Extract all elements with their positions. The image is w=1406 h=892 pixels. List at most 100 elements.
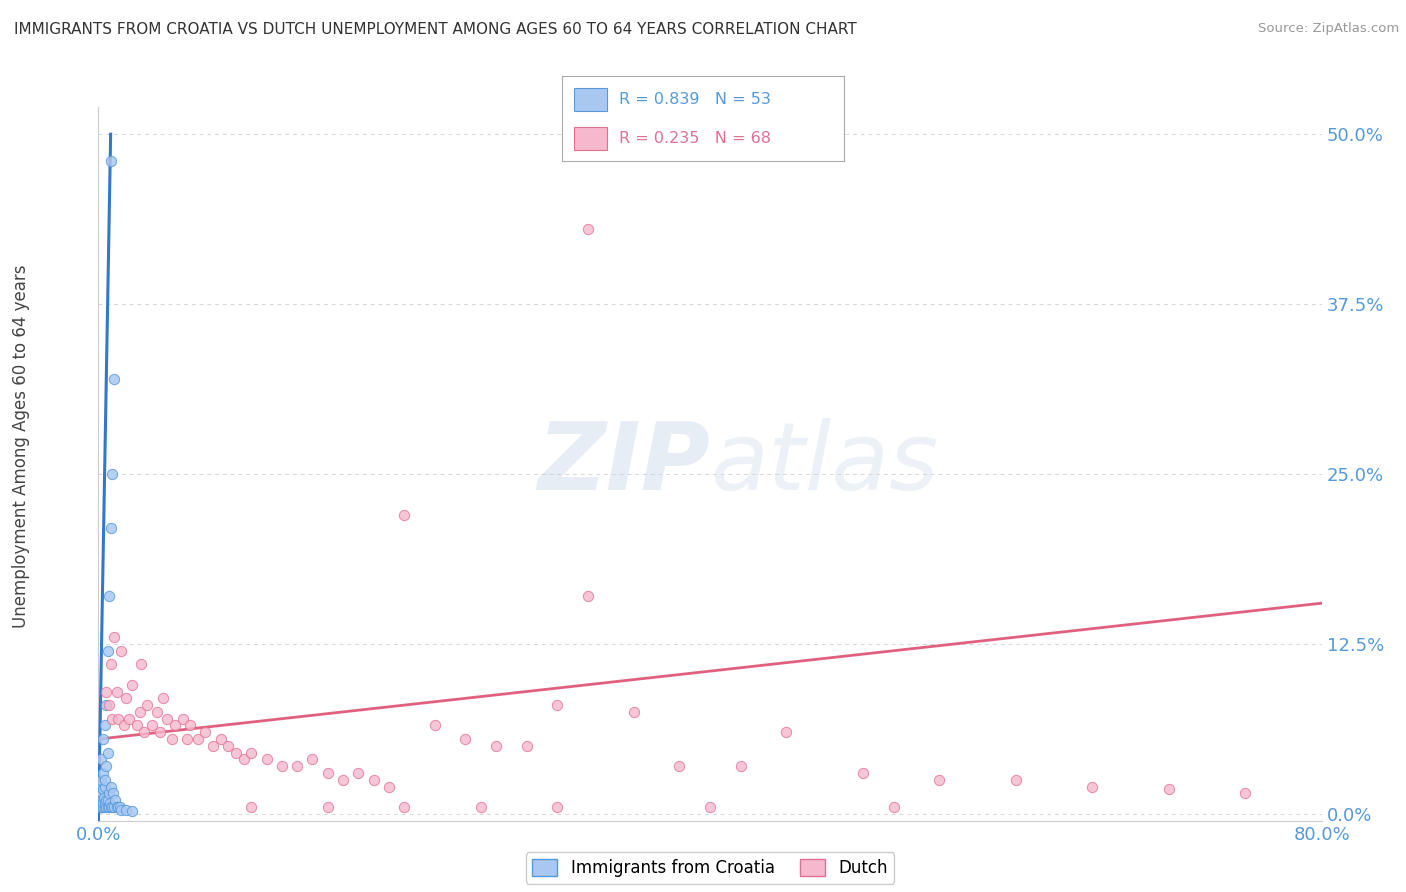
- Point: [121, 678, 143, 692]
- Text: R = 0.839   N = 53: R = 0.839 N = 53: [619, 92, 770, 107]
- Point: [90, 772, 112, 787]
- Point: [470, 800, 492, 814]
- Point: [97, 746, 120, 760]
- Point: [775, 725, 797, 739]
- Point: [115, 691, 138, 706]
- Point: [129, 657, 152, 672]
- Point: [108, 800, 131, 814]
- Point: [316, 800, 339, 814]
- Point: [883, 800, 905, 814]
- Point: [121, 804, 143, 818]
- Point: [89, 780, 111, 794]
- Point: [576, 590, 599, 604]
- Point: [160, 732, 183, 747]
- Point: [94, 800, 117, 814]
- Point: [97, 793, 120, 807]
- Point: [112, 718, 135, 732]
- Point: [91, 796, 114, 810]
- Point: [136, 698, 159, 712]
- Point: [90, 780, 112, 794]
- Point: [928, 772, 950, 787]
- Legend: Immigrants from Croatia, Dutch: Immigrants from Croatia, Dutch: [526, 852, 894, 884]
- Point: [454, 732, 477, 747]
- Point: [156, 712, 179, 726]
- Point: [516, 739, 538, 753]
- Point: [378, 780, 401, 794]
- Text: IMMIGRANTS FROM CROATIA VS DUTCH UNEMPLOYMENT AMONG AGES 60 TO 64 YEARS CORRELAT: IMMIGRANTS FROM CROATIA VS DUTCH UNEMPLO…: [14, 22, 856, 37]
- Point: [202, 739, 225, 753]
- Point: [392, 800, 416, 814]
- Point: [101, 712, 124, 726]
- Point: [98, 698, 121, 712]
- Point: [176, 732, 198, 747]
- Point: [91, 800, 114, 814]
- Point: [668, 759, 690, 773]
- Point: [1234, 787, 1257, 801]
- Point: [194, 725, 217, 739]
- Point: [392, 508, 416, 522]
- Point: [105, 800, 128, 814]
- Point: [125, 718, 148, 732]
- Point: [546, 698, 568, 712]
- Point: [100, 657, 122, 672]
- Point: [256, 752, 278, 766]
- Point: [363, 772, 385, 787]
- Bar: [574, 127, 607, 151]
- Point: [100, 800, 122, 814]
- Point: [110, 644, 132, 658]
- Point: [103, 372, 125, 386]
- Point: [285, 759, 308, 773]
- Point: [94, 698, 117, 712]
- Point: [103, 800, 125, 814]
- Point: [852, 766, 875, 780]
- Text: ZIP: ZIP: [537, 417, 710, 510]
- Point: [232, 752, 254, 766]
- Point: [91, 782, 114, 797]
- Point: [118, 712, 141, 726]
- Point: [332, 772, 354, 787]
- Point: [101, 787, 124, 801]
- Point: [90, 793, 112, 807]
- Point: [270, 759, 292, 773]
- Point: [89, 800, 111, 814]
- Point: [152, 691, 174, 706]
- Point: [115, 803, 138, 817]
- Point: [101, 467, 124, 481]
- Point: [1081, 780, 1104, 794]
- Point: [423, 718, 446, 732]
- Point: [90, 752, 112, 766]
- Point: [91, 787, 114, 801]
- Point: [103, 630, 125, 644]
- Point: [240, 746, 263, 760]
- Point: [141, 718, 163, 732]
- Point: [90, 800, 112, 814]
- Point: [149, 725, 172, 739]
- Point: [94, 796, 117, 810]
- Point: [96, 793, 118, 807]
- Point: [128, 705, 150, 719]
- Point: [94, 759, 117, 773]
- Point: [91, 800, 114, 814]
- Text: Unemployment Among Ages 60 to 64 years: Unemployment Among Ages 60 to 64 years: [13, 264, 30, 628]
- Point: [98, 590, 121, 604]
- Point: [172, 712, 194, 726]
- Point: [623, 705, 645, 719]
- Point: [98, 800, 121, 814]
- Point: [209, 732, 232, 747]
- Point: [104, 793, 127, 807]
- Point: [89, 787, 111, 801]
- Point: [576, 222, 599, 236]
- Point: [93, 800, 115, 814]
- Point: [93, 718, 115, 732]
- Point: [110, 803, 132, 817]
- Point: [163, 718, 186, 732]
- Point: [94, 772, 117, 787]
- Point: [97, 644, 120, 658]
- Point: [107, 712, 129, 726]
- Point: [90, 796, 112, 810]
- Point: [225, 746, 247, 760]
- Point: [91, 732, 114, 747]
- Point: [98, 796, 121, 810]
- Text: R = 0.235   N = 68: R = 0.235 N = 68: [619, 131, 770, 146]
- Point: [89, 800, 111, 814]
